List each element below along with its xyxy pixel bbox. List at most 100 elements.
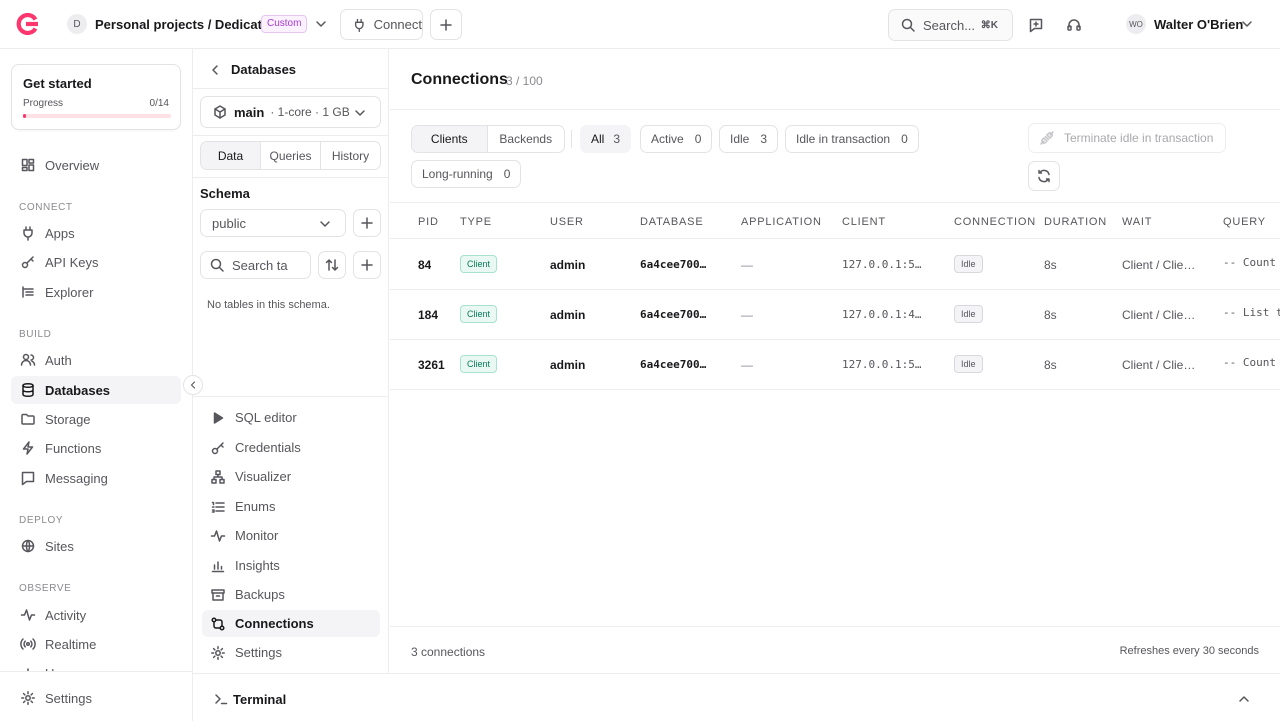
- sort-arrows-icon: [325, 259, 339, 271]
- column-header-user[interactable]: USER: [550, 216, 584, 228]
- appwrite-logo-icon[interactable]: [15, 13, 39, 35]
- column-header-duration[interactable]: DURATION: [1044, 216, 1108, 228]
- database-panel: Databases main · 1-core · 1 GB Data Quer…: [193, 49, 389, 673]
- nav-item-messaging[interactable]: Messaging: [11, 464, 181, 492]
- cell-client: 127.0.0.1:4…: [842, 308, 922, 321]
- tab-data[interactable]: Data: [201, 142, 261, 169]
- filter-long-running[interactable]: Long-running 0: [411, 160, 522, 188]
- column-header-database[interactable]: DATABASE: [640, 216, 704, 228]
- table-header: PID TYPE USER DATABASE APPLICATION CLIEN…: [390, 202, 1280, 239]
- filter-label: Idle: [730, 132, 750, 146]
- add-table-button[interactable]: [353, 251, 381, 279]
- column-header-wait[interactable]: WAIT: [1122, 216, 1153, 228]
- nav-item-realtime[interactable]: Realtime: [11, 630, 181, 658]
- feedback-icon[interactable]: [1028, 17, 1044, 33]
- filter-idle-in-transaction[interactable]: Idle in transaction 0: [785, 125, 919, 153]
- divider: [193, 177, 389, 178]
- schema-select[interactable]: public: [200, 209, 346, 237]
- chevron-down-icon[interactable]: [313, 16, 329, 32]
- org-project-name[interactable]: Personal projects / Dedicated: [95, 17, 278, 32]
- tab-clients[interactable]: Clients: [412, 126, 488, 152]
- column-header-query[interactable]: QUERY: [1223, 216, 1266, 228]
- nav-item-auth[interactable]: Auth: [11, 346, 181, 374]
- tool-connections[interactable]: Connections: [202, 610, 380, 637]
- get-started-card[interactable]: Get started Progress 0/14: [11, 64, 181, 130]
- nav-item-activity[interactable]: Activity: [11, 601, 181, 629]
- column-header-application[interactable]: APPLICATION: [741, 216, 822, 228]
- add-button[interactable]: [430, 9, 462, 40]
- tab-queries[interactable]: Queries: [261, 142, 321, 169]
- nav-item-sites[interactable]: Sites: [11, 532, 181, 560]
- chevron-left-icon: [190, 381, 196, 389]
- refresh-button[interactable]: [1028, 161, 1060, 191]
- table-row[interactable]: 3261 Client admin 6a4cee700… — 127.0.0.1…: [390, 340, 1280, 390]
- database-selector[interactable]: main · 1-core · 1 GB: [200, 96, 381, 128]
- get-started-title: Get started: [23, 76, 92, 91]
- terminal-bar[interactable]: Terminal: [193, 673, 1280, 721]
- filter-idle[interactable]: Idle 3: [719, 125, 779, 153]
- column-header-pid[interactable]: PID: [418, 216, 439, 228]
- users-icon: [20, 353, 36, 366]
- add-schema-button[interactable]: [353, 209, 381, 237]
- terminate-idle-button[interactable]: Terminate idle in transaction: [1028, 123, 1226, 153]
- nav-label: Apps: [45, 225, 75, 241]
- table-row[interactable]: 184 Client admin 6a4cee700… — 127.0.0.1:…: [390, 290, 1280, 340]
- collapse-sidebar-button[interactable]: [183, 375, 203, 395]
- page-title: Connections: [411, 71, 508, 88]
- tool-credentials[interactable]: Credentials: [202, 434, 380, 461]
- table-row[interactable]: 84 Client admin 6a4cee700… — 127.0.0.1:5…: [390, 240, 1280, 290]
- user-name[interactable]: Walter O'Brien: [1154, 17, 1244, 32]
- column-header-type[interactable]: TYPE: [460, 216, 492, 228]
- nav-item-overview[interactable]: Overview: [11, 151, 181, 179]
- cell-wait: Client / Clie…: [1122, 308, 1196, 322]
- database-panel-header: Databases: [193, 49, 389, 89]
- user-avatar[interactable]: WO: [1126, 14, 1146, 34]
- nav-item-api-keys[interactable]: API Keys: [11, 248, 181, 276]
- sort-button[interactable]: [318, 251, 346, 279]
- filter-active[interactable]: Active 0: [640, 125, 713, 153]
- chevron-up-icon[interactable]: [1236, 691, 1252, 707]
- tool-insights[interactable]: Insights: [202, 552, 380, 579]
- tool-sql-editor[interactable]: SQL editor: [202, 404, 380, 431]
- nav-item-explorer[interactable]: Explorer: [11, 278, 181, 306]
- tool-label: Enums: [235, 499, 276, 514]
- column-header-client[interactable]: CLIENT: [842, 216, 886, 228]
- tool-label: Settings: [235, 645, 282, 660]
- cell-application: —: [741, 308, 753, 322]
- database-spec: · 1-core · 1 GB: [270, 105, 350, 119]
- tab-backends[interactable]: Backends: [499, 132, 553, 146]
- folder-icon: [21, 413, 35, 425]
- column-header-connection[interactable]: CONNECTION: [954, 216, 1036, 228]
- nav-item-functions[interactable]: Functions: [11, 434, 181, 462]
- org-avatar[interactable]: D: [67, 14, 87, 34]
- activity-icon: [210, 529, 226, 542]
- tool-visualizer[interactable]: Visualizer: [202, 463, 380, 490]
- search-icon: [210, 258, 224, 272]
- chevron-down-icon[interactable]: [1239, 16, 1255, 32]
- filter-label: Long-running: [422, 167, 493, 181]
- left-navigation: Get started Progress 0/14 Overview CONNE…: [0, 49, 193, 721]
- tool-label: Visualizer: [235, 469, 292, 484]
- tool-settings[interactable]: Settings: [202, 639, 380, 666]
- connection-state-badge: Idle: [954, 355, 983, 373]
- nav-item-settings[interactable]: Settings: [11, 684, 181, 712]
- filter-all[interactable]: All 3: [580, 125, 632, 153]
- search-input[interactable]: Search... ⌘K: [888, 9, 1013, 41]
- tab-history[interactable]: History: [331, 148, 370, 163]
- unplug-icon: [1040, 131, 1054, 145]
- tool-backups[interactable]: Backups: [202, 581, 380, 608]
- support-headset-icon[interactable]: [1066, 17, 1082, 33]
- nav-item-apps[interactable]: Apps: [11, 219, 181, 247]
- filter-count: 3: [613, 132, 621, 146]
- dashboard-icon: [21, 158, 35, 172]
- nav-item-databases[interactable]: Databases: [11, 376, 181, 404]
- tool-monitor[interactable]: Monitor: [202, 522, 380, 549]
- back-chevron-icon[interactable]: [207, 62, 223, 78]
- connect-button[interactable]: Connect: [340, 9, 423, 40]
- nav-label: Settings: [45, 690, 92, 706]
- table-search-input[interactable]: [232, 257, 302, 273]
- gear-icon: [21, 691, 35, 705]
- tool-enums[interactable]: Enums: [202, 493, 380, 520]
- nav-item-storage[interactable]: Storage: [11, 405, 181, 433]
- table-search-field[interactable]: [200, 251, 311, 279]
